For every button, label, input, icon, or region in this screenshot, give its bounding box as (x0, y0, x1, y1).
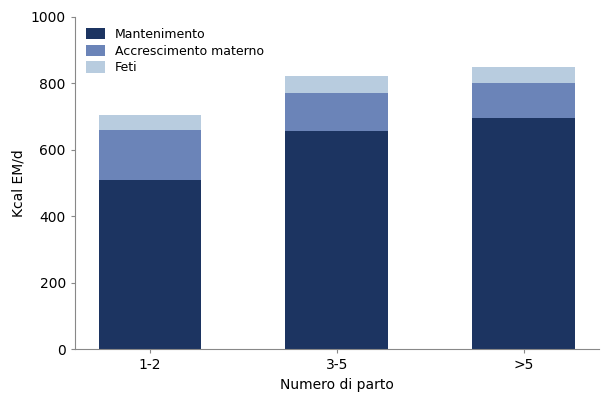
Bar (99, 130, 201, 180)
X-axis label: Numero di parto: Numero di parto (280, 378, 394, 392)
Bar (99, 180, 201, 349)
Bar (99, 115, 201, 130)
Bar (472, 83, 575, 118)
Bar (472, 66, 575, 83)
Y-axis label: Kcal EM/d: Kcal EM/d (11, 149, 25, 217)
Bar (285, 131, 388, 349)
Bar (472, 118, 575, 349)
Bar (285, 93, 388, 131)
Legend: Mantenimento, Accrescimento materno, Feti: Mantenimento, Accrescimento materno, Fet… (81, 23, 269, 79)
Bar (285, 77, 388, 93)
